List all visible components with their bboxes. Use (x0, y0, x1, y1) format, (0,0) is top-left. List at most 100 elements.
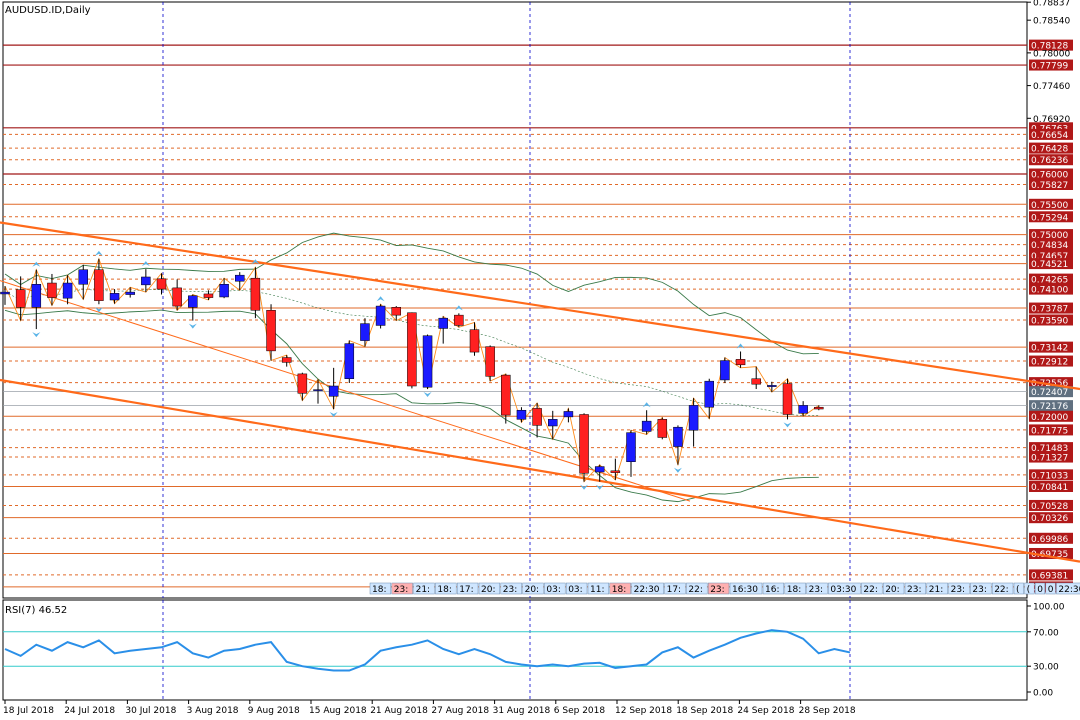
rsi-tick-label: 0.00 (1033, 689, 1053, 699)
session-badge-text: 20: (525, 585, 539, 595)
price-level-label: 0.74100 (1031, 286, 1068, 296)
candle-body (814, 406, 824, 410)
date-tick-label: 18 Sep 2018 (676, 706, 733, 716)
session-badge-text: 11: (590, 585, 604, 595)
price-level-box (1029, 547, 1073, 559)
candlesticks (0, 258, 824, 482)
price-level-label: 0.71327 (1031, 454, 1068, 464)
session-badge-text: 0 (1037, 585, 1043, 595)
candle-body (782, 383, 793, 415)
candle-body (109, 293, 120, 301)
candle-body (31, 284, 42, 308)
session-badge (631, 582, 664, 595)
price-level-box (1029, 480, 1073, 492)
session-badge-text: 21: (416, 585, 430, 595)
session-badge (587, 582, 610, 595)
session-badge-text: ( (1027, 585, 1031, 595)
candle-body (172, 287, 182, 307)
session-badge-text: ( (1016, 585, 1020, 595)
session-badge (686, 582, 708, 595)
candle-body (657, 419, 668, 438)
session-badge-text: 20: (885, 585, 899, 595)
price-level-box (1029, 386, 1073, 398)
session-badge (882, 582, 905, 595)
price-level-label: 0.72407 (1031, 388, 1068, 398)
candle-body (641, 420, 652, 432)
price-level-box (1029, 154, 1073, 166)
candle-body (407, 312, 417, 387)
price-level-box (1029, 283, 1073, 295)
price-level-label: 0.72176 (1031, 402, 1068, 412)
candle-body (47, 282, 57, 298)
session-badge (609, 582, 631, 595)
price-level-box (1029, 341, 1073, 353)
session-badge-text: 22:30 (1058, 585, 1080, 595)
fractal-down-arrow (783, 422, 792, 428)
candle-body (532, 408, 542, 426)
candle-body (375, 305, 386, 326)
candle-body (469, 329, 480, 353)
price-level-label: 0.69381 (1031, 571, 1068, 581)
price-level-box (1029, 198, 1073, 210)
date-tick-label: 15 Aug 2018 (309, 706, 367, 716)
rsi-line (4, 629, 851, 672)
session-badge-text: 21: (929, 585, 943, 595)
candle-body (344, 343, 355, 379)
session-badge-text: 23: (503, 585, 517, 595)
date-tick-label: 18 Jul 2018 (3, 706, 54, 716)
price-level-box (1029, 273, 1073, 285)
candle-body (250, 277, 261, 311)
session-badge-text: 16:30 (732, 585, 758, 595)
date-tick-label: 9 Aug 2018 (248, 706, 300, 716)
session-badges: 18: 23: 21: 18: 17: 20: 23: 20: 03: 03: 11: 18: 22:3… (369, 582, 1080, 595)
price-level-box (1029, 249, 1073, 261)
rsi-label: RSI(7) 46.52 (5, 605, 67, 616)
price-level-label: 0.76000 (1031, 171, 1068, 181)
band-middle (4, 288, 819, 416)
price-panel-frame (2, 1, 1028, 599)
fractal-down-arrow (595, 484, 604, 490)
session-badge (784, 582, 806, 595)
date-tick-label: 21 Aug 2018 (370, 706, 428, 716)
candle-body (548, 419, 558, 427)
price-tick-label: 0.76920 (1033, 115, 1070, 125)
price-level-label: 0.73142 (1031, 344, 1068, 354)
candle-body (454, 314, 464, 326)
session-badge-text: 18: (372, 585, 386, 595)
price-level-label: 0.73590 (1031, 316, 1068, 326)
session-badge (926, 582, 948, 595)
candle-body (579, 414, 589, 474)
price-level-box (1029, 469, 1073, 481)
rsi-tick-label: 30.00 (1033, 663, 1059, 673)
rsi-panel-frame (2, 599, 1028, 701)
price-level-box (1029, 400, 1073, 412)
price-level-box (1029, 314, 1073, 326)
session-badge (1034, 582, 1046, 595)
session-badge (522, 582, 544, 595)
session-badge-text: 17: (667, 585, 681, 595)
candle-body (422, 335, 433, 388)
fractal-up-arrow (32, 261, 41, 267)
price-level-label: 0.71033 (1031, 471, 1068, 481)
date-tick-label: 12 Sep 2018 (615, 706, 672, 716)
candle-body (751, 378, 761, 385)
session-badge (828, 582, 861, 595)
date-tick-label: 31 Aug 2018 (493, 706, 551, 716)
price-level-box (1029, 532, 1073, 544)
candle-body (203, 293, 214, 298)
price-level-label: 0.75827 (1031, 181, 1068, 191)
price-level-label: 0.77799 (1031, 62, 1068, 72)
candle-body (78, 269, 88, 285)
candle-body (188, 295, 198, 308)
date-tick-label: 24 Jul 2018 (64, 706, 115, 716)
date-tick-label: 28 Sep 2018 (799, 706, 856, 716)
candle-body (767, 385, 777, 387)
session-badge-text: 16: (765, 585, 779, 595)
trend-channel[interactable] (0, 221, 1080, 563)
session-badge-text: 0 (1048, 585, 1054, 595)
price-level-label: 0.70528 (1031, 502, 1068, 512)
price-level-box (1029, 302, 1073, 314)
session-badge (948, 582, 970, 595)
session-badge (1024, 582, 1035, 595)
